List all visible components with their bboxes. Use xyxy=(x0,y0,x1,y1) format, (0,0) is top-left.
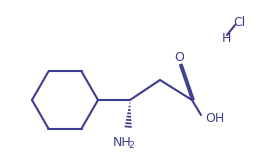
Text: NH: NH xyxy=(113,136,131,149)
Text: 2: 2 xyxy=(128,141,134,149)
Text: OH: OH xyxy=(205,111,224,125)
Text: H: H xyxy=(222,32,231,44)
Text: Cl: Cl xyxy=(233,16,245,29)
Text: O: O xyxy=(174,51,184,64)
